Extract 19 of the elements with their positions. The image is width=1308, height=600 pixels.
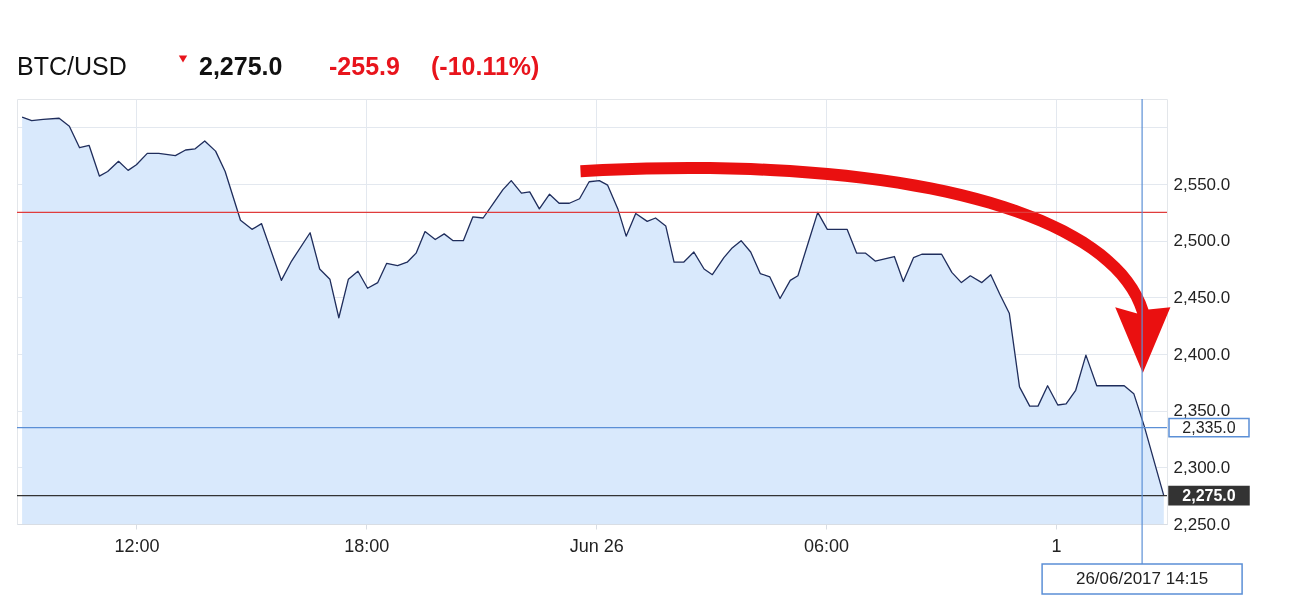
ref-line-label: 2,335.0 [1182,418,1236,436]
x-tick-label: 12:00 [114,535,160,556]
y-tick-label: 2,400.0 [1173,344,1231,364]
x-tick-label: Jun 26 [569,535,624,556]
ref-line-label: 2,275.0 [1182,486,1236,504]
x-tick-label: 1 [1051,535,1062,556]
y-tick-label: 2,350.0 [1173,401,1231,421]
text: 2,275.0 [199,52,283,80]
y-tick-label: 2,250.0 [1173,514,1231,534]
text: (-10.11%) [431,52,540,80]
y-tick-label: 2,550.0 [1173,174,1231,194]
chart-title: BTC/USD [17,52,127,80]
y-tick-label: 2,450.0 [1173,287,1231,307]
y-tick-label: 2,500.0 [1173,231,1231,251]
x-tick-label: 06:00 [804,535,850,556]
ref-line-label: 26/06/2017 14:15 [1075,569,1209,588]
x-tick-label: 18:00 [344,535,390,556]
y-tick-label: 2,300.0 [1173,457,1231,477]
text: -255.9 [329,52,400,80]
